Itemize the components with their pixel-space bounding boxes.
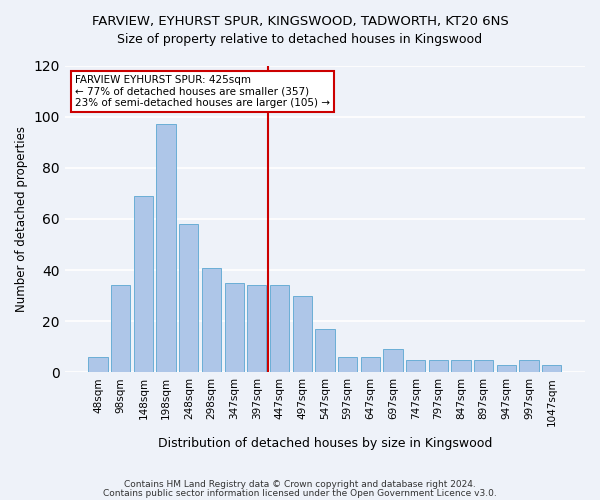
Bar [88,357,108,372]
Bar [542,364,562,372]
Bar [361,357,380,372]
Bar [474,360,493,372]
Bar [383,350,403,372]
Bar [111,286,130,372]
Bar [270,286,289,372]
Text: Contains HM Land Registry data © Crown copyright and database right 2024.: Contains HM Land Registry data © Crown c… [124,480,476,489]
Bar [520,360,539,372]
Bar [497,364,516,372]
Bar [406,360,425,372]
Bar [293,296,312,372]
Bar [202,268,221,372]
Text: FARVIEW, EYHURST SPUR, KINGSWOOD, TADWORTH, KT20 6NS: FARVIEW, EYHURST SPUR, KINGSWOOD, TADWOR… [92,15,508,28]
Bar [134,196,153,372]
Bar [179,224,199,372]
Bar [338,357,357,372]
Text: FARVIEW EYHURST SPUR: 425sqm
← 77% of detached houses are smaller (357)
23% of s: FARVIEW EYHURST SPUR: 425sqm ← 77% of de… [75,74,330,108]
Text: Contains public sector information licensed under the Open Government Licence v3: Contains public sector information licen… [103,489,497,498]
Text: Size of property relative to detached houses in Kingswood: Size of property relative to detached ho… [118,32,482,46]
Bar [451,360,470,372]
Bar [428,360,448,372]
Bar [157,124,176,372]
Y-axis label: Number of detached properties: Number of detached properties [15,126,28,312]
Bar [224,283,244,372]
X-axis label: Distribution of detached houses by size in Kingswood: Distribution of detached houses by size … [158,437,492,450]
Bar [247,286,266,372]
Bar [315,329,335,372]
